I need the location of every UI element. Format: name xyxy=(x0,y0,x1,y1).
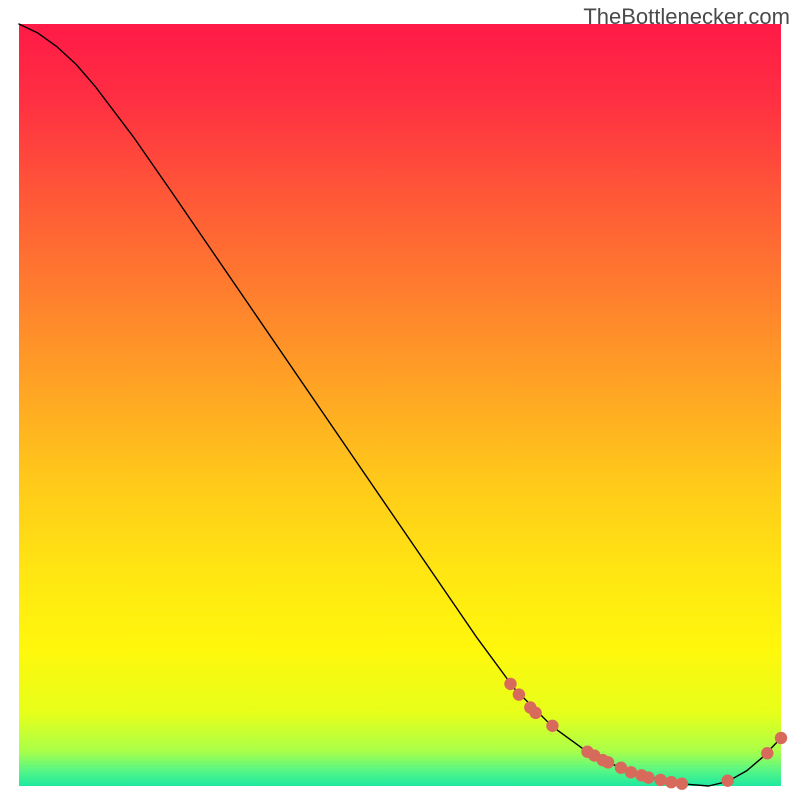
data-marker xyxy=(676,778,688,790)
data-marker xyxy=(665,776,677,788)
chart-svg xyxy=(0,0,800,800)
data-marker xyxy=(504,678,516,690)
data-marker xyxy=(775,732,787,744)
data-marker xyxy=(654,774,666,786)
data-marker xyxy=(721,774,733,786)
data-marker xyxy=(602,756,614,768)
data-marker xyxy=(513,688,525,700)
data-marker xyxy=(642,771,654,783)
data-marker xyxy=(761,747,773,759)
chart-root: TheBottlenecker.com xyxy=(0,0,800,800)
data-marker xyxy=(625,766,637,778)
gradient-background xyxy=(19,24,781,786)
data-marker xyxy=(529,707,541,719)
data-marker xyxy=(546,720,558,732)
